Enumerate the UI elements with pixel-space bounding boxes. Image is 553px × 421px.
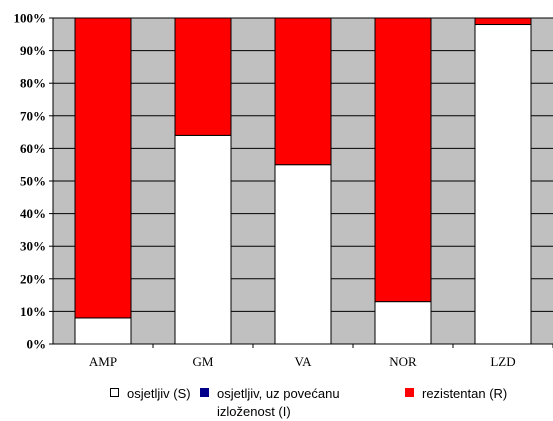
legend-label-i-line1: osjetljiv, uz povećanu [217, 386, 340, 401]
y-tick-label: 70% [20, 108, 46, 123]
legend-item-i: osjetljiv, uz povećanu izloženost (I) [200, 385, 340, 421]
bar-segment [174, 17, 232, 136]
y-tick-label: 10% [20, 304, 46, 319]
legend-swatch-red [405, 388, 414, 397]
bar-segment [474, 17, 532, 26]
legend-item-r: rezistentan (R) [405, 385, 507, 403]
legend-item-s: osjetljiv (S) [110, 385, 191, 403]
x-tick-labels: AMP GM VA NOR LZD [89, 344, 553, 369]
bar-segment [174, 134, 232, 345]
stacked-bar-chart: 0% 10% 20% 30% 40% 50% 60% 70% 80% 90% 100% AMP GM V… [14, 11, 553, 369]
bar-segment [374, 301, 432, 345]
bar-segment [274, 17, 332, 166]
x-tick-label: VA [294, 354, 312, 369]
y-tick-label: 80% [20, 76, 46, 91]
legend-label-s: osjetljiv (S) [127, 386, 191, 401]
y-tick-label: 0% [27, 337, 47, 352]
y-tick-label: 60% [20, 141, 46, 156]
y-tick-label: 40% [20, 206, 46, 221]
bar-segment [474, 24, 532, 345]
x-tick-label: GM [193, 354, 214, 369]
y-tick-label: 90% [20, 43, 46, 58]
bars [74, 17, 532, 345]
bar-segment [374, 17, 432, 303]
y-ticks: 0% 10% 20% 30% 40% 50% 60% 70% 80% 90% 100% [14, 11, 53, 352]
x-tick-label: LZD [490, 354, 515, 369]
bar-segment [274, 164, 332, 345]
y-tick-label: 20% [20, 271, 46, 286]
legend-label-i-line2: izloženost (I) [217, 404, 291, 419]
legend-label-r: rezistentan (R) [422, 386, 508, 401]
x-tick-label: NOR [389, 354, 417, 369]
y-tick-label: 30% [20, 239, 46, 254]
y-tick-label: 100% [14, 11, 47, 26]
legend-swatch-white [110, 388, 119, 397]
y-tick-label: 50% [20, 174, 46, 189]
x-tick-label: AMP [89, 354, 117, 369]
bar-segment [74, 17, 132, 319]
bar-segment [74, 317, 132, 345]
legend-swatch-blue [200, 388, 209, 397]
